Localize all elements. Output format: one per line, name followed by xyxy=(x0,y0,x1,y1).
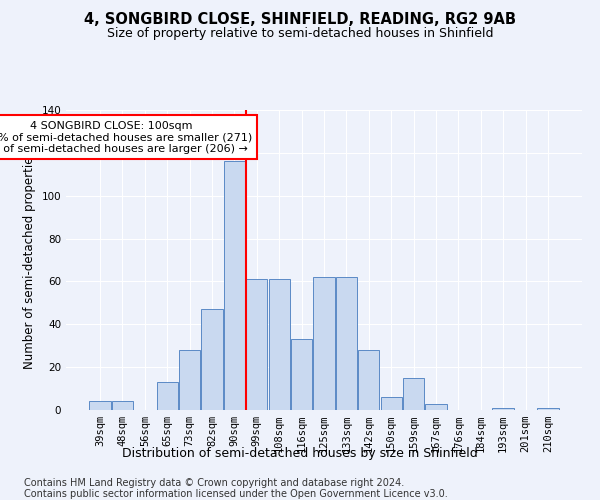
Text: 4 SONGBIRD CLOSE: 100sqm
← 57% of semi-detached houses are smaller (271)
43% of : 4 SONGBIRD CLOSE: 100sqm ← 57% of semi-d… xyxy=(0,120,252,154)
Bar xyxy=(224,162,245,410)
Bar xyxy=(291,340,312,410)
Bar xyxy=(269,280,290,410)
Text: Contains public sector information licensed under the Open Government Licence v3: Contains public sector information licen… xyxy=(24,489,448,499)
Bar xyxy=(336,277,357,410)
Y-axis label: Number of semi-detached properties: Number of semi-detached properties xyxy=(23,150,36,370)
Bar xyxy=(493,408,514,410)
Bar xyxy=(425,404,446,410)
Bar xyxy=(380,397,402,410)
Text: 4, SONGBIRD CLOSE, SHINFIELD, READING, RG2 9AB: 4, SONGBIRD CLOSE, SHINFIELD, READING, R… xyxy=(84,12,516,28)
Bar xyxy=(403,378,424,410)
Text: Distribution of semi-detached houses by size in Shinfield: Distribution of semi-detached houses by … xyxy=(122,448,478,460)
Text: Contains HM Land Registry data © Crown copyright and database right 2024.: Contains HM Land Registry data © Crown c… xyxy=(24,478,404,488)
Bar xyxy=(313,277,335,410)
Bar xyxy=(89,402,111,410)
Bar xyxy=(112,402,133,410)
Text: Size of property relative to semi-detached houses in Shinfield: Size of property relative to semi-detach… xyxy=(107,28,493,40)
Bar xyxy=(157,382,178,410)
Bar xyxy=(246,280,268,410)
Bar xyxy=(202,310,223,410)
Bar xyxy=(537,408,559,410)
Bar xyxy=(358,350,379,410)
Bar xyxy=(179,350,200,410)
